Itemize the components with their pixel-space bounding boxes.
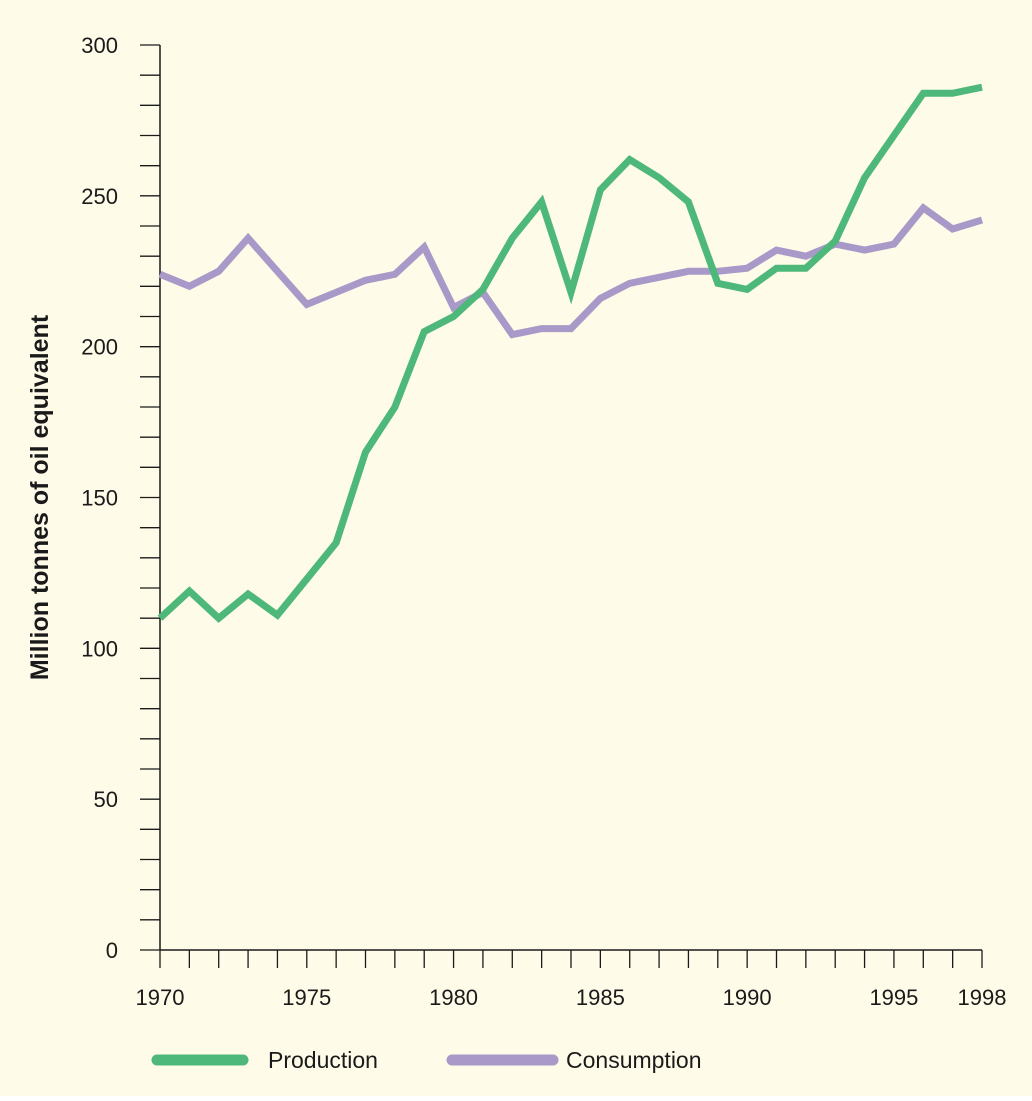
x-tick-label: 1990 xyxy=(723,985,772,1010)
y-tick-label: 150 xyxy=(81,486,118,511)
y-tick-label: 0 xyxy=(106,938,118,963)
x-tick-label: 1995 xyxy=(869,985,918,1010)
legend-label-consumption: Consumption xyxy=(566,1047,702,1073)
y-tick-label: 200 xyxy=(81,335,118,360)
y-tick-label: 300 xyxy=(81,33,118,58)
x-tick-label: 1975 xyxy=(282,985,331,1010)
y-axis-label: Million tonnes of oil equivalent xyxy=(26,314,54,680)
y-tick-label: 100 xyxy=(81,636,118,661)
y-tick-label: 50 xyxy=(94,787,118,812)
series-layer xyxy=(157,83,984,623)
x-tick-label: 1970 xyxy=(136,985,185,1010)
x-tick-label: 1985 xyxy=(576,985,625,1010)
axes: 0 50 100 150 200 250 300 1970 1975 1980 1985 1990 19… xyxy=(81,33,1006,1010)
x-tick-label: 1998 xyxy=(958,985,1007,1010)
legend-label-production: Production xyxy=(268,1047,378,1073)
x-tick-label: 1980 xyxy=(429,985,478,1010)
legend: Production Consumption xyxy=(151,1047,702,1073)
series-line-production xyxy=(157,83,983,623)
y-tick-label: 250 xyxy=(81,184,118,209)
series-line-consumption xyxy=(158,203,984,339)
